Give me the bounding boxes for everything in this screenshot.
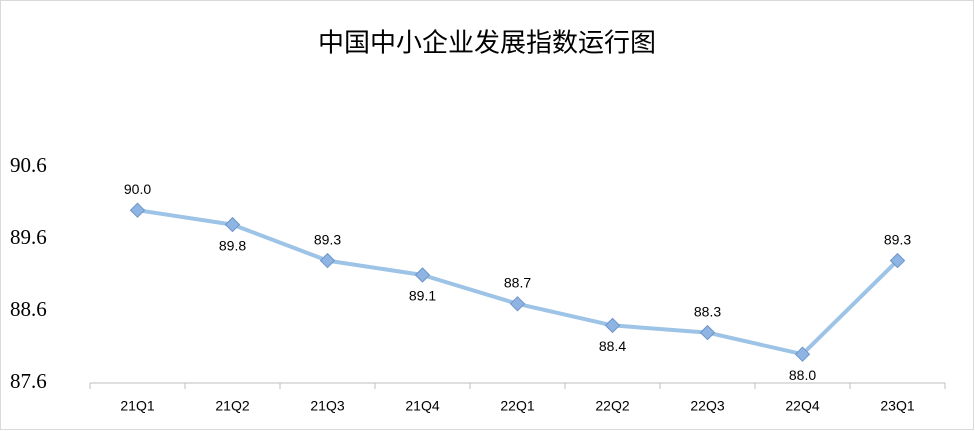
data-label: 88.4	[599, 338, 626, 354]
marker	[699, 324, 716, 341]
data-label: 88.0	[789, 367, 816, 383]
marker	[794, 346, 811, 362]
x-tick-label: 22Q2	[595, 398, 629, 414]
data-label: 90.0	[124, 181, 151, 197]
data-label: 89.8	[219, 237, 246, 253]
marker	[889, 252, 906, 269]
marker	[319, 252, 336, 269]
data-label: 89.1	[409, 288, 436, 304]
y-tick-label: 90.6	[10, 153, 47, 177]
data-label: 89.3	[884, 231, 911, 247]
marker	[414, 267, 431, 283]
y-tick-label: 87.6	[10, 369, 47, 393]
x-tick-label: 22Q4	[785, 398, 819, 414]
x-tick-label: 21Q4	[405, 398, 439, 414]
x-tick-label: 21Q3	[310, 398, 344, 414]
x-tick-label: 22Q3	[690, 398, 724, 414]
x-tick-label: 21Q1	[120, 398, 154, 414]
y-tick-label: 88.6	[10, 297, 47, 321]
marker	[224, 216, 241, 233]
x-tick-label: 22Q1	[500, 398, 534, 414]
data-label: 88.7	[504, 275, 531, 291]
x-tick-label: 21Q2	[215, 398, 249, 414]
data-label: 89.3	[314, 231, 341, 247]
data-label: 88.3	[694, 303, 721, 319]
x-tick-label: 23Q1	[880, 398, 914, 414]
chart-title: 中国中小企业发展指数运行图	[318, 29, 656, 59]
y-tick-label: 89.6	[10, 225, 47, 249]
marker	[604, 317, 621, 334]
marker	[129, 202, 146, 218]
marker	[509, 296, 526, 312]
